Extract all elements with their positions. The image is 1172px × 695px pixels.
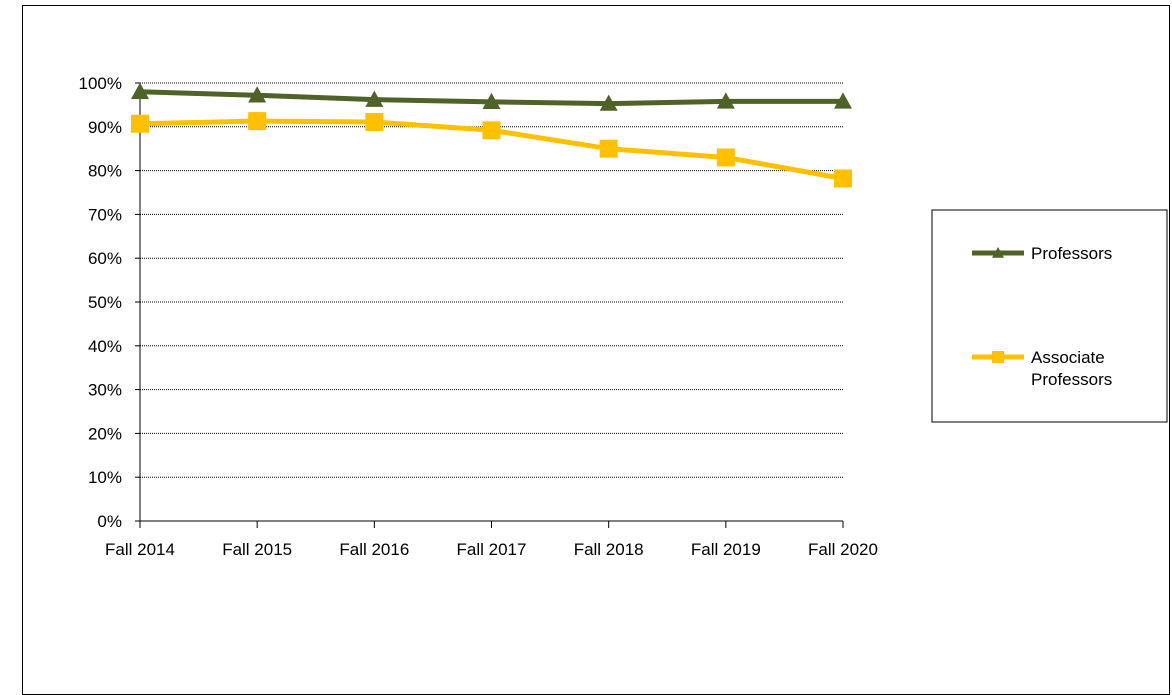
y-tick-label: 10% xyxy=(88,468,122,487)
y-tick-label: 60% xyxy=(88,249,122,268)
legend-marker xyxy=(992,247,1004,258)
data-point xyxy=(131,82,149,99)
legend-item-associate-professors: Associate Professors xyxy=(972,348,1112,389)
x-tick-label: Fall 2018 xyxy=(574,540,644,559)
legend: Professors Associate Professors xyxy=(931,209,1168,423)
legend-label: Professors xyxy=(1031,244,1112,263)
data-point xyxy=(834,92,852,109)
legend-label: Professors xyxy=(1031,370,1112,389)
y-tick-label: 0% xyxy=(97,512,122,531)
data-point xyxy=(248,86,267,103)
grid-lines xyxy=(140,82,843,478)
data-point xyxy=(482,121,501,140)
data-point xyxy=(599,94,618,111)
x-tick-label: Fall 2017 xyxy=(457,540,527,559)
data-point xyxy=(716,148,735,167)
data-point xyxy=(599,139,618,158)
y-tick-label: 70% xyxy=(88,205,122,224)
x-tick-label: Fall 2015 xyxy=(222,540,292,559)
data-point xyxy=(834,169,852,188)
y-tick-label: 80% xyxy=(88,162,122,181)
x-tick-label: Fall 2016 xyxy=(339,540,409,559)
data-point xyxy=(365,90,384,107)
legend-box xyxy=(931,209,1168,423)
data-point xyxy=(365,112,384,131)
legend-label: Associate xyxy=(1031,348,1105,367)
y-tick-label: 50% xyxy=(88,293,122,312)
x-tick-label: Fall 2014 xyxy=(105,540,175,559)
data-point xyxy=(248,112,267,131)
y-tick-label: 100% xyxy=(79,74,122,93)
legend-item-professors: Professors xyxy=(972,244,1112,263)
series-associate-professors xyxy=(131,112,852,188)
y-tick-labels: 0% 10% 20% 30% 40% 50% 60% 70% 80% 90% 100% xyxy=(79,74,122,531)
series xyxy=(131,82,852,188)
y-tick-label: 20% xyxy=(88,424,122,443)
series-professors xyxy=(131,82,852,111)
y-tick-label: 30% xyxy=(88,381,122,400)
x-tick-label: Fall 2020 xyxy=(808,540,878,559)
axes xyxy=(135,82,844,528)
x-tick-label: Fall 2019 xyxy=(691,540,761,559)
x-tick-labels: Fall 2014 Fall 2015 Fall 2016 Fall 2017 Fall… xyxy=(105,540,878,559)
data-point xyxy=(131,114,149,133)
data-point xyxy=(482,92,501,110)
y-tick-label: 90% xyxy=(88,118,122,137)
legend-marker xyxy=(992,351,1004,363)
y-tick-label: 40% xyxy=(88,337,122,356)
data-point xyxy=(716,92,735,109)
